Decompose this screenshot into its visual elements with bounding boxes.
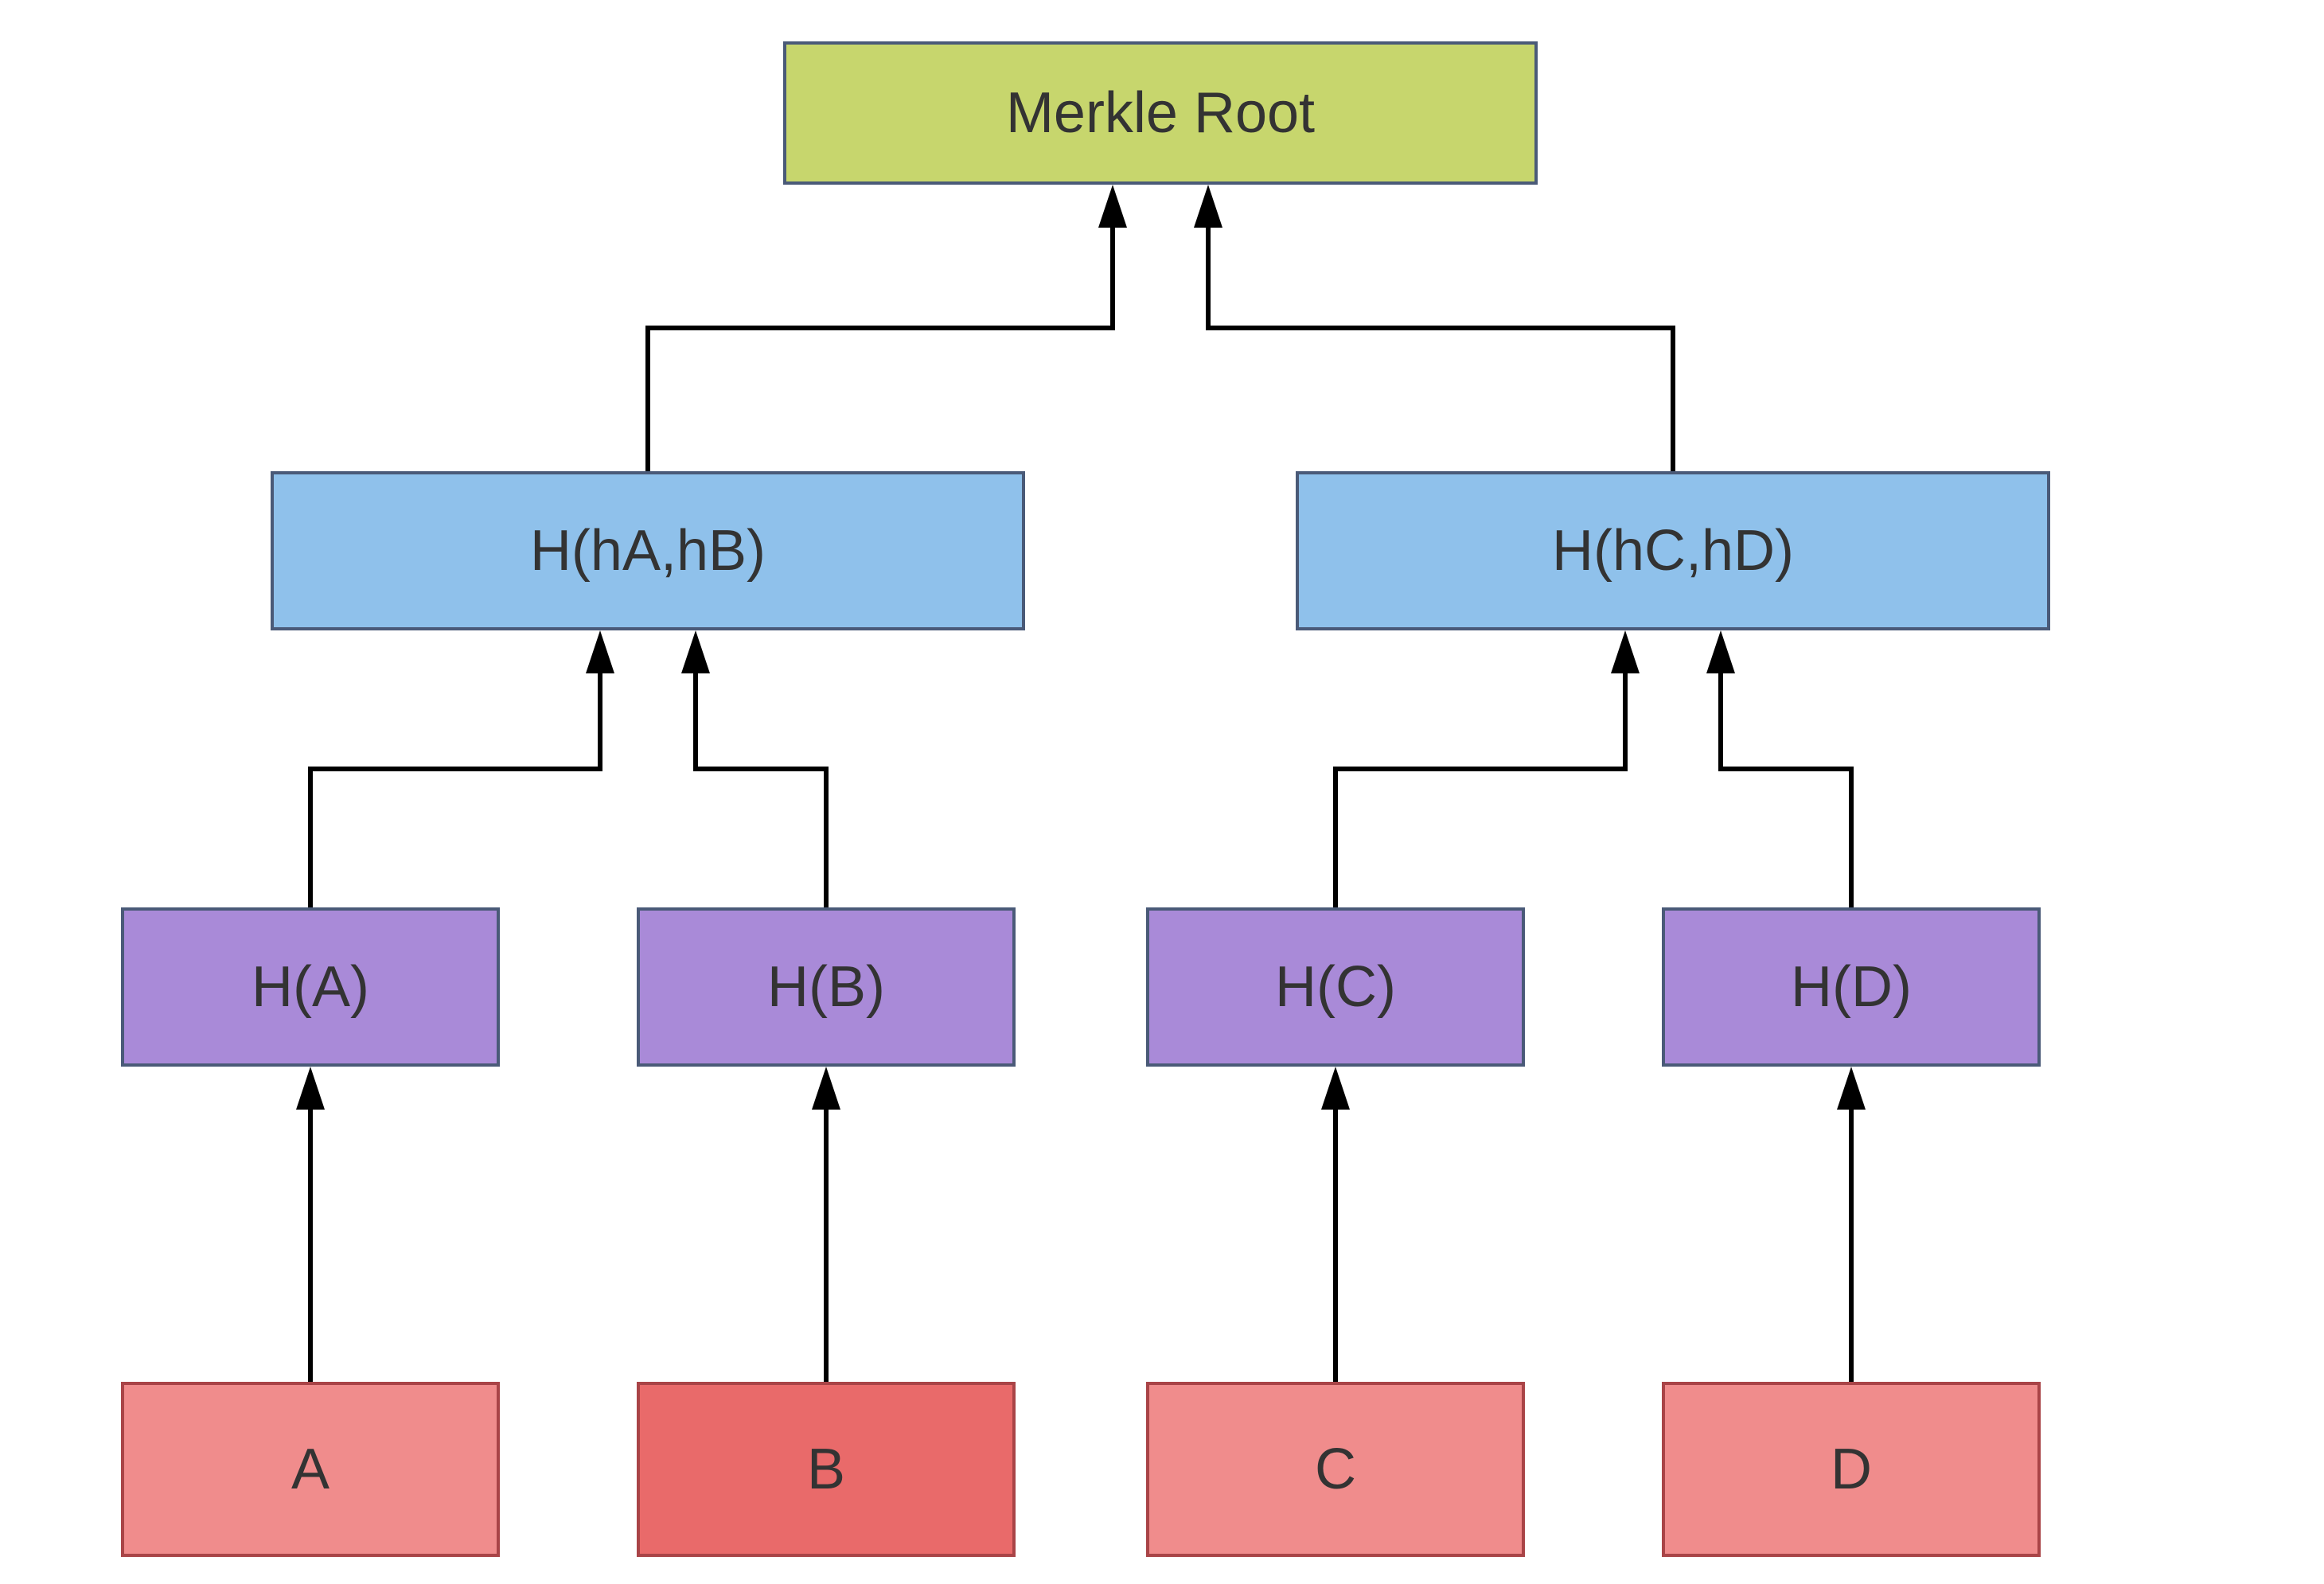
node-label-a: A xyxy=(291,1436,329,1503)
node-b: B xyxy=(637,1382,1016,1557)
node-label-b: B xyxy=(807,1436,845,1503)
node-label-hab: H(hA,hB) xyxy=(530,517,766,584)
node-root: Merkle Root xyxy=(783,41,1538,185)
edge-hb-hab xyxy=(696,640,826,907)
edges-layer xyxy=(0,0,2324,1584)
node-c: C xyxy=(1146,1382,1525,1557)
node-label-root: Merkle Root xyxy=(1006,80,1315,146)
node-label-hb: H(B) xyxy=(767,954,885,1020)
node-hd: H(D) xyxy=(1662,907,2041,1067)
edge-hc-hcd xyxy=(1336,640,1625,907)
node-label-d: D xyxy=(1831,1436,1872,1503)
node-ha: H(A) xyxy=(121,907,500,1067)
edge-ha-hab xyxy=(310,640,600,907)
node-label-hd: H(D) xyxy=(1791,954,1912,1020)
merkle-tree-diagram: Merkle Root H(hA,hB) H(hC,hD) H(A) H(B) H(C) H… xyxy=(0,0,2324,1584)
node-label-hcd: H(hC,hD) xyxy=(1552,517,1794,584)
node-hc: H(C) xyxy=(1146,907,1525,1067)
edge-hd-hcd xyxy=(1721,640,1851,907)
node-a: A xyxy=(121,1382,500,1557)
node-hb: H(B) xyxy=(637,907,1016,1067)
node-hab: H(hA,hB) xyxy=(271,471,1025,630)
node-label-c: C xyxy=(1315,1436,1356,1503)
edge-hcd-root xyxy=(1208,194,1673,471)
node-label-ha: H(A) xyxy=(252,954,369,1020)
node-hcd: H(hC,hD) xyxy=(1296,471,2050,630)
edge-hab-root xyxy=(648,194,1113,471)
node-d: D xyxy=(1662,1382,2041,1557)
node-label-hc: H(C) xyxy=(1275,954,1396,1020)
